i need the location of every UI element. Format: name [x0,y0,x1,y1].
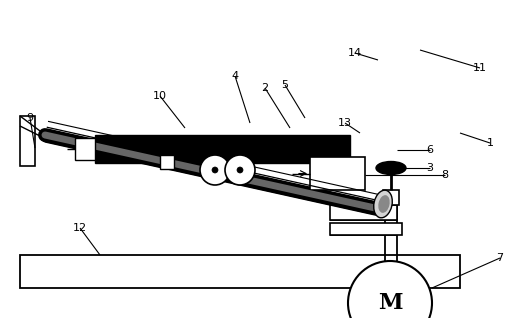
Bar [330,205,397,220]
Bar [383,190,399,205]
Text: 12: 12 [73,223,87,233]
Text: 7: 7 [496,253,504,263]
Bar [20,116,35,166]
Bar [20,255,460,288]
Text: 9: 9 [26,113,33,123]
Text: 3: 3 [426,163,433,173]
Text: 5: 5 [281,80,288,90]
Bar [75,138,95,160]
Text: 14: 14 [348,48,362,58]
Text: 1: 1 [487,138,494,148]
Text: 10: 10 [153,91,167,101]
Text: 13: 13 [338,118,352,128]
Text: 4: 4 [232,71,239,81]
Ellipse shape [373,190,393,218]
Circle shape [348,261,432,318]
Ellipse shape [378,195,390,213]
Bar [310,157,365,190]
Text: 2: 2 [261,83,269,93]
Bar [95,135,350,163]
Circle shape [225,155,255,185]
Circle shape [237,167,243,173]
Text: 6: 6 [426,145,433,155]
Text: 11: 11 [473,63,487,73]
Bar [330,223,402,235]
Circle shape [200,155,230,185]
Circle shape [212,167,218,173]
Text: 8: 8 [441,170,449,180]
Text: M: M [378,292,402,314]
Bar [160,155,174,169]
Ellipse shape [376,162,406,175]
